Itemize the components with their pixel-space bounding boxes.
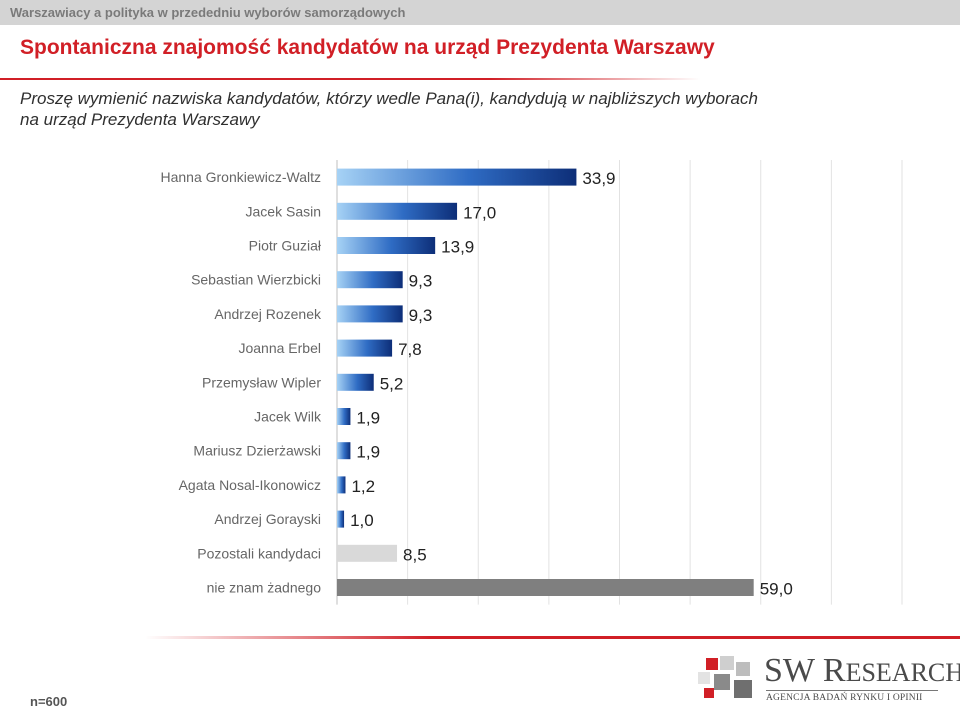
category-label: Joanna Erbel (238, 340, 321, 356)
value-label: 17,0 (463, 203, 496, 222)
category-label: Andrzej Rozenek (214, 306, 322, 322)
question-text: Proszę wymienić nazwiska kandydatów, któ… (20, 88, 920, 130)
value-label: 5,2 (380, 374, 404, 393)
sample-size: n=600 (30, 694, 68, 709)
logo-r: R (814, 652, 846, 689)
value-label: 9,3 (409, 306, 433, 325)
page-title: Spontaniczna znajomość kandydatów na urz… (20, 36, 715, 59)
bar (337, 202, 458, 220)
value-label: 7,8 (398, 340, 422, 359)
value-label: 1,9 (356, 443, 380, 462)
value-label: 9,3 (409, 272, 433, 291)
logo-tagline: AGENCJA BADAŃ RYNKU I OPINII (766, 690, 938, 703)
bar (337, 510, 345, 528)
bar (337, 408, 351, 425)
category-label: Agata Nosal-Ikonowicz (179, 477, 321, 493)
title-underline (0, 78, 700, 80)
category-label: Przemysław Wipler (202, 374, 321, 390)
bar (337, 579, 754, 596)
logo-mark (694, 652, 756, 704)
chart-value-labels: 33,917,013,99,39,37,85,21,91,91,21,08,55… (350, 169, 793, 598)
section-title: Warszawiacy a polityka w przededniu wybo… (10, 5, 406, 20)
sw-research-logo: SW RESEARCH AGENCJA BADAŃ RYNKU I OPINII (694, 652, 960, 704)
logo-wordmark: SW RESEARCH (764, 654, 960, 688)
value-label: 8,5 (403, 545, 427, 564)
category-label: nie znam żadnego (207, 580, 322, 596)
footer-rule (145, 636, 960, 639)
category-label: Sebastian Wierzbicki (191, 272, 321, 288)
value-label: 13,9 (441, 238, 474, 257)
bar-chart: Hanna Gronkiewicz-Waltz Jacek Sasin Piotr … (160, 160, 903, 605)
header-strip: Warszawiacy a polityka w przededniu wybo… (0, 0, 960, 25)
value-label: 1,2 (351, 477, 375, 496)
category-label: Andrzej Gorayski (214, 511, 321, 527)
logo-esearch: ESEARCH (845, 658, 960, 687)
bar (337, 305, 403, 323)
question-line-2: na urząd Prezydenta Warszawy (20, 110, 260, 129)
value-label: 1,0 (350, 511, 374, 530)
bar (337, 442, 351, 460)
bar (337, 339, 393, 357)
bar (337, 168, 577, 186)
category-label: Jacek Wilk (254, 409, 322, 425)
bar (337, 373, 374, 391)
category-label: Pozostali kandydaci (197, 545, 321, 561)
chart-bars (337, 168, 754, 596)
bar (337, 544, 398, 562)
bar (337, 476, 346, 494)
category-label: Mariusz Dzierżawski (193, 443, 321, 459)
value-label: 59,0 (760, 580, 793, 599)
question-line-1: Proszę wymienić nazwiska kandydatów, któ… (20, 89, 758, 108)
bar (337, 237, 436, 254)
bar (337, 271, 403, 289)
value-label: 33,9 (582, 169, 615, 188)
logo-sw: SW (764, 652, 815, 689)
chart-category-labels: Hanna Gronkiewicz-Waltz Jacek Sasin Piotr … (160, 169, 322, 595)
value-label: 1,9 (356, 409, 380, 428)
chart-gridlines (336, 160, 903, 605)
category-label: Hanna Gronkiewicz-Waltz (160, 169, 321, 185)
category-label: Jacek Sasin (246, 203, 321, 219)
category-label: Piotr Guział (249, 238, 322, 254)
